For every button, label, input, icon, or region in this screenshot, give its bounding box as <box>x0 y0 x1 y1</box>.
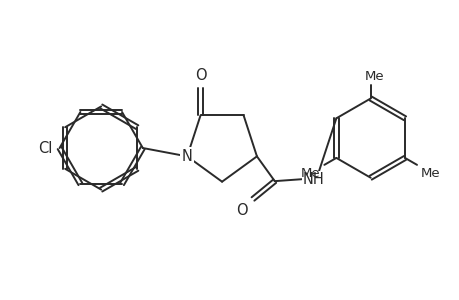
Text: Me: Me <box>420 167 440 180</box>
Text: O: O <box>194 68 206 83</box>
Text: Me: Me <box>364 70 384 83</box>
Text: Me: Me <box>300 167 319 180</box>
Text: O: O <box>236 203 247 218</box>
Text: NH: NH <box>302 172 324 187</box>
Text: Cl: Cl <box>38 140 52 155</box>
Text: N: N <box>181 149 192 164</box>
